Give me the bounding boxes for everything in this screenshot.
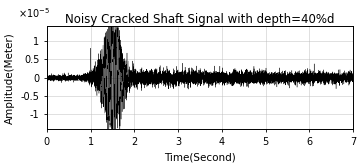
X-axis label: Time(Second): Time(Second) — [164, 152, 236, 162]
Text: $\times10^{-5}$: $\times10^{-5}$ — [18, 6, 50, 20]
Title: Noisy Cracked Shaft Signal with depth=40%d: Noisy Cracked Shaft Signal with depth=40… — [65, 13, 335, 26]
Y-axis label: Amplitude(Meter): Amplitude(Meter) — [5, 32, 15, 124]
